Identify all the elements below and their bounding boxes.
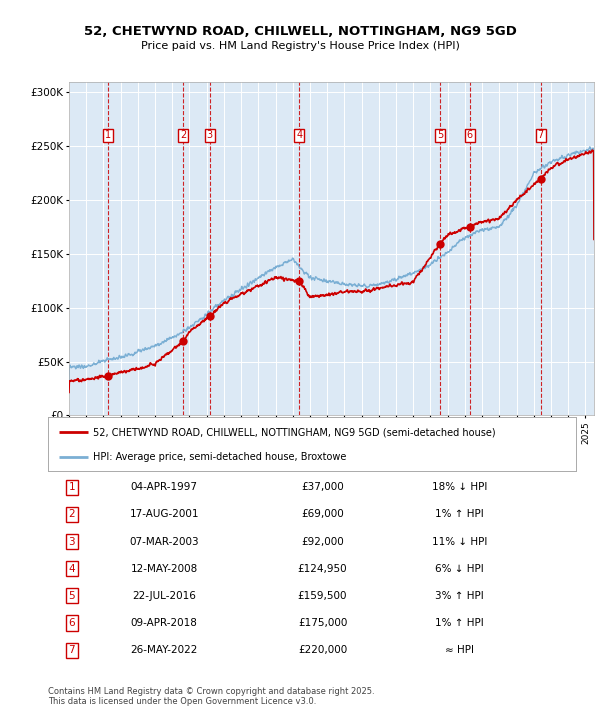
- Text: 2: 2: [68, 509, 75, 519]
- Text: £37,000: £37,000: [301, 482, 344, 492]
- Text: £220,000: £220,000: [298, 645, 347, 655]
- Text: 22-JUL-2016: 22-JUL-2016: [132, 591, 196, 601]
- Text: £159,500: £159,500: [298, 591, 347, 601]
- Text: 3: 3: [207, 131, 213, 141]
- Text: 6: 6: [68, 618, 75, 628]
- Text: Contains HM Land Registry data © Crown copyright and database right 2025.
This d: Contains HM Land Registry data © Crown c…: [48, 687, 374, 706]
- Text: 12-MAY-2008: 12-MAY-2008: [131, 564, 198, 574]
- Text: 52, CHETWYND ROAD, CHILWELL, NOTTINGHAM, NG9 5GD: 52, CHETWYND ROAD, CHILWELL, NOTTINGHAM,…: [83, 26, 517, 38]
- Text: 18% ↓ HPI: 18% ↓ HPI: [432, 482, 488, 492]
- Text: £175,000: £175,000: [298, 618, 347, 628]
- Text: 6: 6: [466, 131, 473, 141]
- Text: 17-AUG-2001: 17-AUG-2001: [130, 509, 199, 519]
- Text: 4: 4: [68, 564, 75, 574]
- Text: 7: 7: [538, 131, 544, 141]
- Text: 1% ↑ HPI: 1% ↑ HPI: [436, 618, 484, 628]
- Text: 7: 7: [68, 645, 75, 655]
- Text: 5: 5: [437, 131, 443, 141]
- Text: 09-APR-2018: 09-APR-2018: [131, 618, 197, 628]
- Text: 26-MAY-2022: 26-MAY-2022: [130, 645, 198, 655]
- Text: Price paid vs. HM Land Registry's House Price Index (HPI): Price paid vs. HM Land Registry's House …: [140, 41, 460, 51]
- Text: £92,000: £92,000: [301, 537, 344, 547]
- Text: 1: 1: [105, 131, 111, 141]
- Text: 52, CHETWYND ROAD, CHILWELL, NOTTINGHAM, NG9 5GD (semi-detached house): 52, CHETWYND ROAD, CHILWELL, NOTTINGHAM,…: [93, 427, 496, 437]
- Text: 5: 5: [68, 591, 75, 601]
- Text: 11% ↓ HPI: 11% ↓ HPI: [432, 537, 488, 547]
- Text: ≈ HPI: ≈ HPI: [445, 645, 475, 655]
- Text: HPI: Average price, semi-detached house, Broxtowe: HPI: Average price, semi-detached house,…: [93, 452, 346, 462]
- Text: 1: 1: [68, 482, 75, 492]
- Text: £124,950: £124,950: [298, 564, 347, 574]
- Text: 3: 3: [68, 537, 75, 547]
- Text: £69,000: £69,000: [301, 509, 344, 519]
- Text: 1% ↑ HPI: 1% ↑ HPI: [436, 509, 484, 519]
- Text: 2: 2: [180, 131, 186, 141]
- Text: 04-APR-1997: 04-APR-1997: [131, 482, 197, 492]
- Text: 4: 4: [296, 131, 302, 141]
- Text: 6% ↓ HPI: 6% ↓ HPI: [436, 564, 484, 574]
- Text: 07-MAR-2003: 07-MAR-2003: [130, 537, 199, 547]
- Text: 3% ↑ HPI: 3% ↑ HPI: [436, 591, 484, 601]
